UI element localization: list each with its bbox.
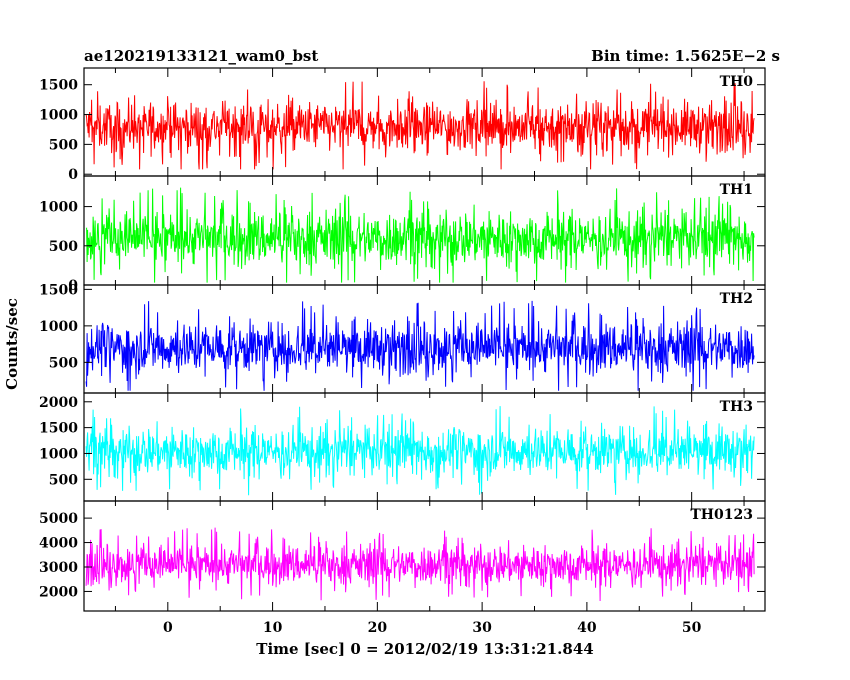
y-tick-label: 2000 (39, 395, 78, 411)
y-tick-label: 1000 (39, 319, 78, 335)
bin-time-label: Bin time: 1.5625E−2 s (591, 47, 780, 65)
panel-th2: 500 1000 1500 TH2 (39, 282, 766, 394)
y-tick-label: 5000 (39, 511, 78, 527)
y-tick-label: 1500 (39, 282, 78, 298)
x-tick-label: 50 (682, 620, 702, 636)
y-tick-label: 4000 (39, 536, 78, 552)
panel-label-th0123: TH0123 (690, 507, 753, 523)
x-tick-label: 0 (163, 620, 173, 636)
y-tick-label: 2000 (39, 584, 78, 600)
panel-th3: 500 1000 1500 2000 TH3 (39, 392, 766, 502)
y-tick-label: 500 (49, 137, 78, 153)
y-tick-label: 500 (49, 355, 78, 371)
panel-th1: 0 500 1000 TH1 (39, 175, 766, 294)
panel-label-th1: TH1 (720, 182, 753, 198)
y-tick-label: 1000 (39, 108, 78, 124)
y-axis-label: Counts/sec (3, 298, 21, 390)
x-tick-label: 30 (472, 620, 492, 636)
y-tick-label: 500 (49, 472, 78, 488)
x-axis-label: Time [sec] 0 = 2012/02/19 13:31:21.844 (256, 640, 593, 658)
panel-th0123: 2000 3000 4000 5000 TH0123 (39, 500, 766, 612)
y-tick-label: 500 (49, 239, 78, 255)
x-tick-label: 40 (577, 620, 597, 636)
x-tick-label: 20 (368, 620, 388, 636)
figure-title: ae120219133121_wam0_bst (84, 47, 318, 65)
y-tick-label: 0 (68, 278, 78, 294)
panel-label-th3: TH3 (720, 399, 753, 415)
series-trace-th2 (85, 300, 755, 391)
series-trace-th1 (85, 187, 755, 283)
panel-label-th0: TH0 (720, 74, 754, 90)
y-tick-label: 3000 (39, 560, 78, 576)
series-trace-th0123 (85, 527, 755, 602)
series-trace-th0 (85, 81, 755, 170)
panel-label-th2: TH2 (720, 291, 753, 307)
panel-th0: 0 500 1000 1500 TH0 (39, 67, 766, 183)
x-tick-label: 10 (263, 620, 283, 636)
panel-stack: 0 500 1000 1500 TH0 0 500 1000 TH1 500 1000 1500 TH2… (39, 67, 766, 612)
y-tick-label: 1000 (39, 446, 78, 462)
y-tick-label: 1500 (39, 421, 78, 437)
panel-frame (83, 500, 766, 612)
y-tick-label: 0 (68, 167, 78, 183)
x-axis: 0 10 20 30 40 50 (163, 620, 702, 636)
series-trace-th3 (85, 406, 755, 496)
y-tick-label: 1000 (39, 200, 78, 216)
y-tick-label: 1500 (39, 78, 78, 94)
